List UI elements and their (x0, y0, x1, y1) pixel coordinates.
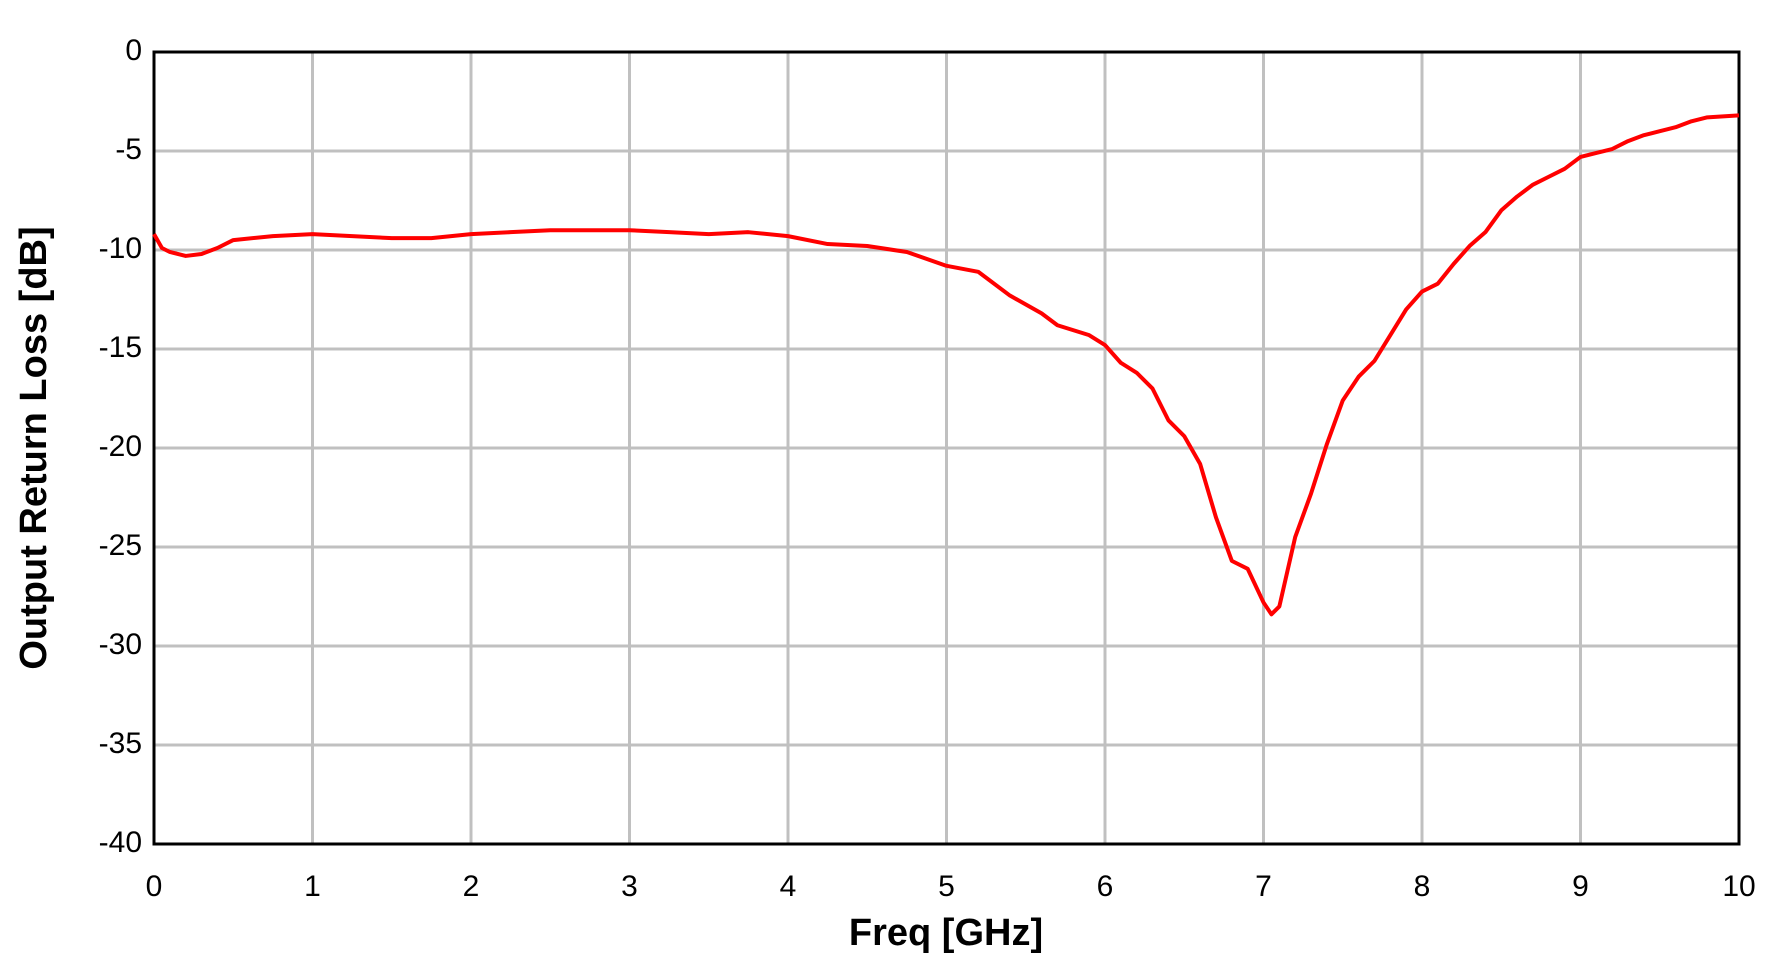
x-tick-label: 7 (1255, 870, 1272, 903)
x-axis-title: Freq [GHz] (849, 912, 1043, 954)
x-tick-label: 8 (1414, 870, 1431, 903)
plot-frame (152, 50, 1741, 846)
x-tick-label: 9 (1572, 870, 1589, 903)
y-tick-label: 0 (125, 34, 142, 67)
y-axis-title: Output Return Loss [dB] (13, 226, 55, 669)
y-tick-label: -5 (115, 133, 142, 166)
y-tick-label: -15 (99, 331, 142, 364)
x-tick-label: 2 (463, 870, 480, 903)
x-tick-label: 4 (780, 870, 797, 903)
y-tick-label: -20 (99, 430, 142, 463)
x-tick-label: 0 (146, 870, 163, 903)
data-line (152, 113, 1740, 617)
y-tick-label: -30 (99, 628, 142, 661)
x-tick-label: 3 (621, 870, 638, 903)
x-tick-label: 5 (938, 870, 955, 903)
x-tick-label: 1 (304, 870, 321, 903)
y-tick-label: -10 (99, 232, 142, 265)
x-tick-label: 10 (1722, 870, 1755, 903)
y-tick-label: -40 (99, 826, 142, 859)
y-tick-label: -25 (99, 529, 142, 562)
y-tick-label: -35 (99, 727, 142, 760)
x-tick-label: 6 (1097, 870, 1114, 903)
